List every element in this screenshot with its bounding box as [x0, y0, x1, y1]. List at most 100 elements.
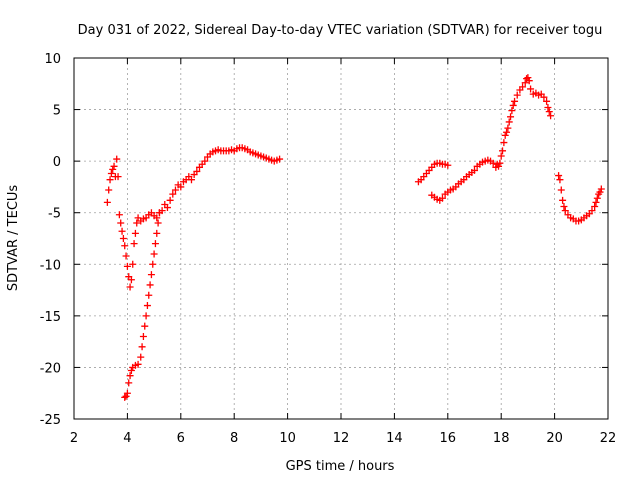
data-point [149, 260, 157, 268]
data-point [107, 170, 115, 178]
y-tick-label: 0 [53, 155, 61, 170]
x-tick-label: 14 [386, 431, 403, 446]
data-point [489, 159, 497, 167]
data-point [540, 93, 548, 101]
data-point [114, 173, 122, 181]
data-point [507, 113, 515, 121]
chart-title: Day 031 of 2022, Sidereal Day-to-day VTE… [78, 23, 603, 38]
data-point [509, 101, 517, 109]
data-point [559, 196, 567, 204]
data-point [127, 276, 135, 284]
data-point [126, 372, 134, 380]
data-point [141, 322, 149, 330]
x-tick-label: 16 [440, 431, 457, 446]
y-tick-label: -15 [40, 310, 61, 325]
data-point [519, 83, 527, 91]
data-point [444, 161, 452, 169]
data-point [525, 77, 533, 85]
y-tick-label: -20 [40, 361, 61, 376]
data-point [110, 162, 118, 170]
x-axis-label: GPS time / hours [286, 459, 395, 474]
data-point [146, 281, 154, 289]
series-segment-4 [414, 159, 452, 186]
y-tick-label: -25 [40, 413, 61, 428]
data-point [596, 188, 604, 196]
data-point [123, 262, 131, 270]
y-tick-label: 10 [44, 52, 61, 67]
data-point [143, 302, 151, 310]
data-point [134, 360, 142, 368]
data-point [103, 198, 111, 206]
data-point [105, 186, 113, 194]
axis-ticks: 2 4 6 8 10 12 14 16 18 20 22 -25 -20 -15 -10 -5 0 5 10 [40, 52, 617, 446]
data-point [501, 131, 509, 139]
data-point [276, 155, 284, 163]
data-point [118, 227, 126, 235]
data-point [511, 97, 519, 105]
data-point [438, 194, 446, 202]
x-tick-label: 22 [600, 431, 617, 446]
data-point [497, 152, 505, 160]
series-segment-7 [555, 172, 605, 225]
data-point [122, 392, 130, 400]
data-point [504, 124, 512, 132]
series-segment-2 [121, 209, 163, 401]
x-tick-label: 8 [230, 431, 238, 446]
series-segment-5 [428, 156, 497, 204]
x-tick-label: 10 [279, 431, 296, 446]
data-point [169, 190, 177, 198]
data-point [545, 108, 553, 116]
data-point [130, 240, 138, 248]
data-point [496, 159, 504, 167]
data-point [138, 343, 146, 351]
y-tick-label: 5 [53, 104, 61, 119]
data-point [166, 196, 174, 204]
data-point [588, 207, 596, 215]
data-point [503, 128, 511, 136]
data-point [513, 91, 521, 99]
data-point [106, 176, 114, 184]
data-point [544, 104, 552, 112]
data-point [121, 242, 129, 250]
x-tick-label: 4 [123, 431, 131, 446]
data-point [158, 207, 166, 215]
data-point [592, 198, 600, 206]
data-point [560, 203, 568, 211]
x-tick-label: 18 [493, 431, 510, 446]
data-point [201, 157, 209, 165]
x-tick-label: 20 [546, 431, 563, 446]
data-points [103, 74, 605, 401]
data-point [597, 185, 605, 193]
data-point [193, 167, 201, 175]
data-point [593, 194, 601, 202]
data-point [145, 291, 153, 299]
data-point [187, 176, 195, 184]
data-point [154, 219, 162, 227]
data-point [147, 271, 155, 279]
data-point [591, 203, 599, 211]
data-point [150, 250, 158, 258]
data-point [153, 229, 161, 237]
data-point [508, 107, 516, 115]
x-tick-label: 6 [177, 431, 185, 446]
grid [74, 58, 608, 419]
x-tick-label: 2 [70, 431, 78, 446]
data-point [121, 393, 129, 401]
data-point [131, 229, 139, 237]
data-point [127, 367, 135, 375]
data-point [125, 379, 133, 387]
data-point [117, 219, 125, 227]
data-point [521, 79, 529, 87]
data-point [557, 186, 565, 194]
data-point [151, 240, 159, 248]
data-point [109, 165, 117, 173]
data-point [142, 312, 150, 320]
data-point [500, 139, 508, 147]
data-point [123, 389, 131, 397]
data-point [471, 166, 478, 174]
data-point [113, 155, 121, 163]
x-tick-label: 12 [333, 431, 350, 446]
data-point [126, 283, 134, 291]
series-segment-3 [137, 144, 284, 225]
